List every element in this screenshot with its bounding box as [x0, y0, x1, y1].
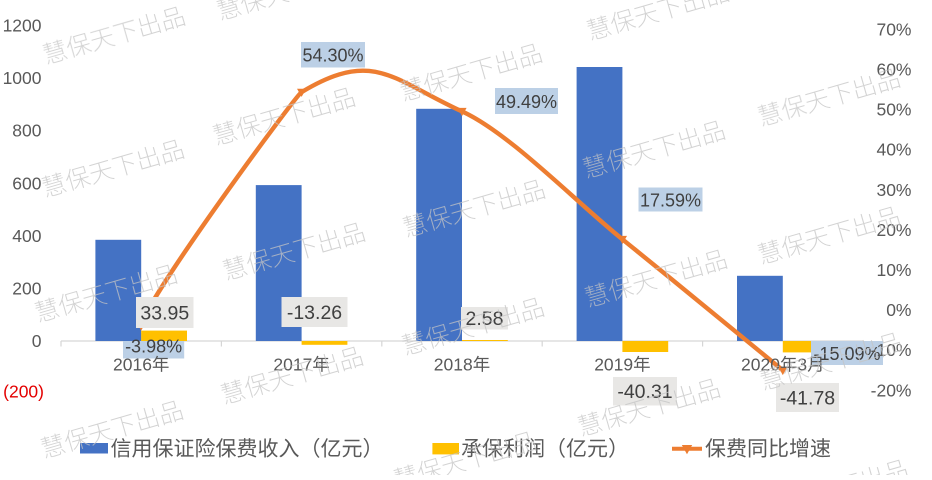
svg-text:70%: 70% [876, 19, 911, 39]
svg-text:-3.98%: -3.98% [125, 336, 182, 356]
svg-text:0: 0 [32, 331, 42, 351]
svg-text:54.30%: 54.30% [302, 46, 363, 66]
svg-text:33.95: 33.95 [140, 302, 189, 324]
svg-text:20%: 20% [876, 220, 911, 240]
svg-text:2018: 2018 [434, 354, 473, 374]
svg-text:2017: 2017 [273, 354, 312, 374]
svg-text:40%: 40% [876, 140, 911, 160]
svg-text:1200: 1200 [3, 16, 42, 36]
svg-text:-41.78: -41.78 [780, 387, 835, 409]
svg-text:600: 600 [12, 173, 41, 193]
svg-text:400: 400 [12, 226, 41, 246]
svg-text:2016: 2016 [113, 354, 152, 374]
svg-text:1000: 1000 [3, 68, 42, 88]
svg-text:0%: 0% [886, 300, 911, 320]
svg-text:50%: 50% [876, 100, 911, 120]
svg-text:(200): (200) [3, 382, 44, 402]
svg-text:30%: 30% [876, 180, 911, 200]
svg-text:2019: 2019 [594, 354, 633, 374]
svg-text:-40.31: -40.31 [617, 381, 672, 403]
svg-text:-13.26: -13.26 [287, 302, 342, 324]
svg-text:-15.09%: -15.09% [813, 344, 880, 364]
svg-text:2020: 2020 [741, 354, 780, 374]
svg-text:-20%: -20% [871, 380, 912, 400]
svg-text:200: 200 [12, 279, 41, 299]
svg-text:-10%: -10% [871, 340, 912, 360]
svg-text:10%: 10% [876, 260, 911, 280]
svg-text:60%: 60% [876, 60, 911, 80]
svg-text:17.59%: 17.59% [640, 190, 701, 210]
svg-text:49.49%: 49.49% [496, 92, 557, 112]
svg-text:3: 3 [797, 354, 807, 374]
svg-text:800: 800 [12, 121, 41, 141]
